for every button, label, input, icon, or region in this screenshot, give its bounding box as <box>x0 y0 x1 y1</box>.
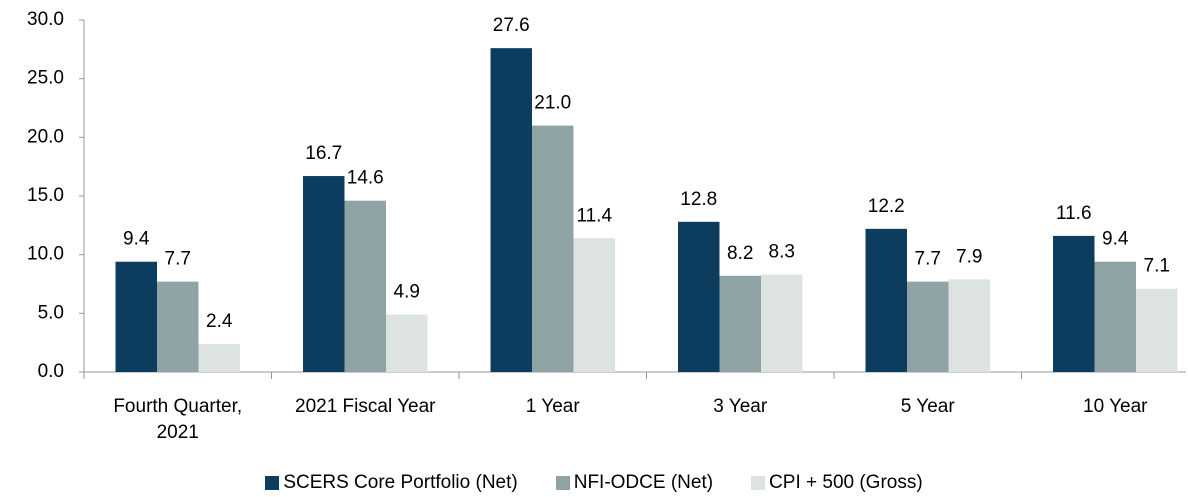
data-label: 12.8 <box>680 189 717 210</box>
bar <box>907 281 949 372</box>
legend-label: CPI + 500 (Gross) <box>769 472 923 493</box>
bar <box>115 261 157 372</box>
x-tick-label: 10 Year <box>1083 396 1148 417</box>
data-label: 8.3 <box>769 242 795 263</box>
data-label: 11.6 <box>1056 203 1092 224</box>
x-tick-label: 2021 Fiscal Year <box>295 396 436 417</box>
x-tick-label: 5 Year <box>900 396 955 417</box>
bar <box>344 200 386 372</box>
data-label: 8.2 <box>727 243 753 264</box>
legend-swatch <box>751 476 766 490</box>
data-label: 14.6 <box>347 168 384 189</box>
bar <box>532 125 574 372</box>
x-tick-label: Fourth Quarter, 2021 <box>113 396 243 443</box>
data-label: 21.0 <box>534 93 571 114</box>
data-label: 12.2 <box>868 196 905 217</box>
bar <box>198 343 240 372</box>
data-label: 11.4 <box>576 205 612 226</box>
legend-item: CPI + 500 (Gross) <box>751 472 923 494</box>
y-tick-label: 15.0 <box>27 185 64 206</box>
bar <box>719 275 761 372</box>
data-label: 7.9 <box>956 246 982 267</box>
y-tick-label: 5.0 <box>38 302 64 323</box>
data-label: 7.7 <box>165 249 191 270</box>
bar <box>303 176 345 372</box>
bar <box>678 221 720 372</box>
y-tick-label: 30.0 <box>27 9 64 30</box>
bar <box>386 314 428 372</box>
data-label: 4.9 <box>394 282 420 303</box>
data-label: 2.4 <box>206 311 233 332</box>
y-tick-label: 0.0 <box>38 361 64 382</box>
legend-swatch <box>265 476 280 490</box>
legend-item: NFI-ODCE (Net) <box>555 472 714 494</box>
bar <box>865 228 907 372</box>
bar <box>948 279 990 372</box>
x-tick-label: 1 Year <box>525 396 580 417</box>
legend: SCERS Core Portfolio (Net) NFI-ODCE (Net)… <box>0 472 1188 494</box>
legend-swatch <box>555 476 570 490</box>
legend-item: SCERS Core Portfolio (Net) <box>265 472 518 494</box>
legend-label: NFI-ODCE (Net) <box>573 472 714 493</box>
bar <box>761 274 803 372</box>
bar <box>573 238 615 372</box>
bar <box>1136 288 1178 372</box>
bar <box>157 281 199 372</box>
legend-label: SCERS Core Portfolio (Net) <box>283 472 518 493</box>
data-label: 16.7 <box>305 143 342 164</box>
data-label: 9.4 <box>1102 229 1129 250</box>
bar <box>1094 261 1136 372</box>
y-tick-label: 20.0 <box>27 126 64 147</box>
data-label: 9.4 <box>123 229 150 250</box>
data-label: 7.7 <box>915 249 941 270</box>
x-tick-label: 3 Year <box>713 396 768 417</box>
data-label: 7.1 <box>1144 256 1170 277</box>
y-tick-label: 10.0 <box>27 244 64 265</box>
data-label: 27.6 <box>493 15 530 36</box>
bar <box>490 48 532 372</box>
y-tick-label: 25.0 <box>27 68 64 89</box>
bar <box>1053 235 1095 372</box>
